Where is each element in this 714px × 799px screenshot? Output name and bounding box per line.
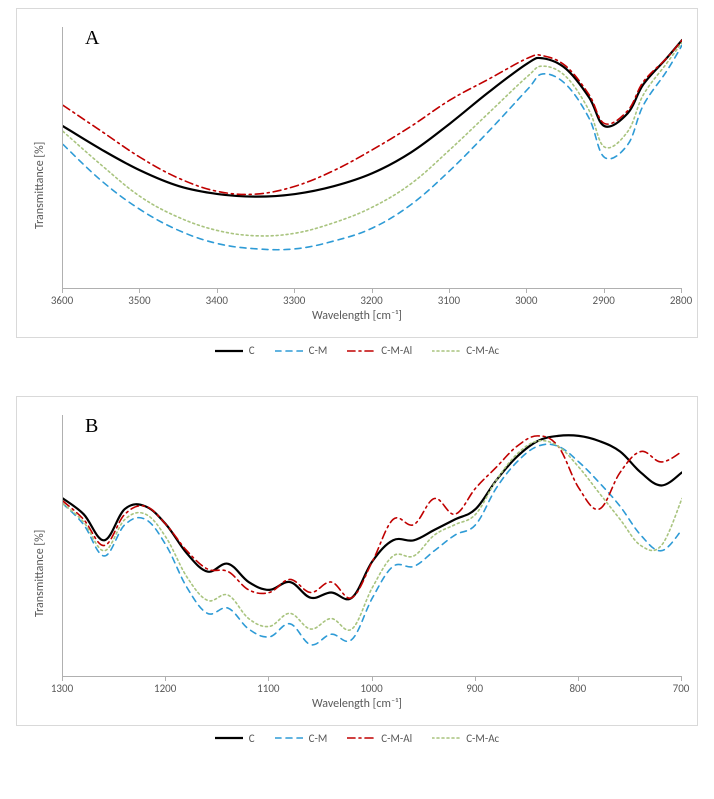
panel-b-svg [63,415,682,676]
panel-b-plot-area [62,415,682,677]
series-c-m-ac [63,43,682,236]
xtick-label: 3500 [128,294,150,307]
legend-label: C-M-Al [381,732,412,745]
series-c [63,435,682,599]
xtick-mark [475,676,476,681]
legend-item-c-m-ac: C-M-Ac [432,732,499,745]
xtick-mark [372,676,373,681]
series-c-m [63,444,682,645]
xtick-label: 1300 [51,682,73,695]
legend-swatch-icon [347,345,375,357]
legend-item-c-m-al: C-M-Al [347,344,412,357]
xtick-label: 700 [673,682,690,695]
legend-swatch-icon [347,732,375,744]
xtick-mark [139,288,140,293]
legend-item-c-m: C-M [275,344,328,357]
panel-a-xlabel: Wavelength [cm⁻¹] [17,309,697,323]
xtick-label: 1100 [257,682,279,695]
legend-item-c: C [215,732,255,745]
panel-a-box: A Transmittance [%] Wavelength [cm⁻¹] 36… [16,8,698,338]
xtick-mark [217,288,218,293]
legend-label: C-M-Ac [466,344,499,357]
xtick-mark [449,288,450,293]
series-c-m [63,45,682,249]
legend-label: C [249,344,255,357]
xtick-mark [526,288,527,293]
legend-item-c-m: C-M [275,732,328,745]
legend-swatch-icon [275,732,303,744]
legend-item-c: C [215,344,255,357]
xtick-label: 800 [569,682,586,695]
xtick-mark [62,676,63,681]
xtick-label: 3400 [206,294,228,307]
xtick-label: 1200 [154,682,176,695]
xtick-label: 1000 [360,682,382,695]
legend-label: C-M [309,344,328,357]
xtick-mark [681,288,682,293]
panel-a-legend: C C-M C-M-Al C-M-Ac [0,344,714,360]
panel-b-box: B Transmittance [%] Wavelength [cm⁻¹] 13… [16,396,698,726]
xtick-mark [604,288,605,293]
xtick-label: 3000 [515,294,537,307]
xtick-mark [681,676,682,681]
panel-b-xlabel: Wavelength [cm⁻¹] [17,697,697,711]
legend-label: C [249,732,255,745]
legend-swatch-icon [215,345,243,357]
figure-container: A Transmittance [%] Wavelength [cm⁻¹] 36… [0,8,714,747]
panel-a-plot-area [62,27,682,289]
xtick-label: 3200 [360,294,382,307]
xtick-mark [165,676,166,681]
legend-item-c-m-al: C-M-Al [347,732,412,745]
legend-swatch-icon [215,732,243,744]
xtick-label: 2900 [592,294,614,307]
legend-label: C-M-Ac [466,732,499,745]
xtick-label: 3300 [283,294,305,307]
xtick-label: 900 [466,682,483,695]
xtick-label: 2800 [670,294,692,307]
xtick-label: 3600 [51,294,73,307]
xtick-mark [268,676,269,681]
legend-label: C-M-Al [381,344,412,357]
xtick-mark [372,288,373,293]
legend-swatch-icon [432,345,460,357]
xtick-label: 3100 [438,294,460,307]
panel-a-svg [63,27,682,288]
series-c-m-al [63,435,682,597]
panel-b-ylabel: Transmittance [%] [33,529,47,616]
legend-item-c-m-ac: C-M-Ac [432,344,499,357]
series-c-m-ac [63,440,682,630]
legend-label: C-M [309,732,328,745]
panel-b-legend: C C-M C-M-Al C-M-Ac [0,732,714,748]
legend-swatch-icon [432,732,460,744]
legend-swatch-icon [275,345,303,357]
panel-a-ylabel: Transmittance [%] [33,142,47,229]
xtick-mark [578,676,579,681]
xtick-mark [294,288,295,293]
xtick-mark [62,288,63,293]
